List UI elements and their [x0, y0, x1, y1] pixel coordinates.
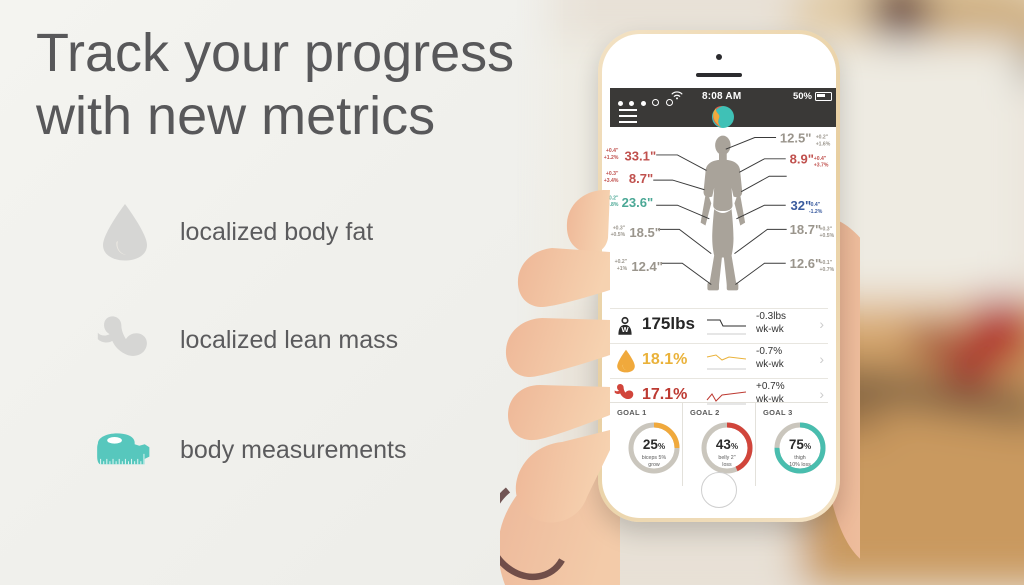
- svg-text:+0.4": +0.4": [814, 156, 827, 162]
- svg-text:+0.3": +0.3": [606, 171, 619, 177]
- svg-text:12.5": 12.5": [780, 130, 812, 145]
- svg-text:8.9": 8.9": [790, 152, 814, 167]
- svg-text:+1.2%: +1.2%: [604, 155, 619, 161]
- svg-text:+1.6%: +1.6%: [816, 141, 831, 147]
- svg-text:+3.4%: +3.4%: [604, 178, 619, 184]
- svg-text:33.1": 33.1": [625, 149, 657, 164]
- svg-text:+3.7%: +3.7%: [814, 163, 829, 169]
- svg-text:+0.4": +0.4": [606, 148, 619, 154]
- svg-text:+0.2": +0.2": [816, 135, 829, 141]
- svg-text:8.7": 8.7": [629, 171, 653, 186]
